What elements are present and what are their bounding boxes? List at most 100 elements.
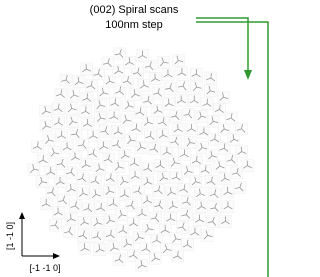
scan-pattern [40, 198, 52, 210]
pattern-streak [146, 244, 147, 249]
scan-pattern [70, 128, 82, 140]
scan-pattern [82, 203, 94, 215]
scan-pattern [123, 100, 135, 112]
scan-pattern [76, 172, 88, 184]
scan-pattern [69, 200, 81, 212]
scan-pattern [79, 242, 91, 254]
scan-pattern [99, 125, 111, 137]
scan-pattern [91, 231, 103, 243]
pattern-streak [71, 184, 72, 189]
scan-pattern [116, 209, 128, 221]
scan-pattern [157, 129, 169, 141]
scan-pattern [112, 65, 124, 77]
scan-patterns [28, 48, 254, 271]
scan-pattern [181, 196, 193, 208]
scan-pattern [52, 207, 64, 219]
scan-pattern [167, 200, 179, 212]
scan-pattern [94, 163, 106, 175]
scan-pattern [201, 98, 213, 110]
scan-pattern [53, 117, 65, 129]
scan-pattern [185, 123, 197, 135]
scan-pattern [65, 183, 77, 195]
annotation-title: (002) Spiral scans [90, 4, 179, 16]
scan-pattern [207, 115, 219, 127]
scan-pattern [165, 213, 177, 225]
scan-pattern [191, 81, 203, 93]
scan-pattern [129, 170, 141, 182]
scan-pattern [150, 212, 162, 224]
scan-pattern [55, 88, 67, 100]
annotation-subtitle: 100nm step [105, 19, 162, 31]
scan-pattern [234, 181, 246, 193]
scan-pattern [219, 172, 231, 184]
scan-pattern [149, 73, 161, 85]
scan-pattern [189, 227, 201, 239]
scan-pattern [163, 98, 175, 110]
axis-label: [1 -1 0] [5, 222, 15, 250]
scan-pattern [56, 158, 68, 170]
scan-pattern [219, 215, 231, 227]
scan-pattern [120, 114, 132, 126]
scan-pattern [109, 97, 121, 109]
scan-pattern [68, 89, 80, 101]
scan-pattern [78, 216, 90, 228]
scan-pattern [235, 123, 247, 135]
scan-pattern [92, 68, 104, 80]
pattern-streak [111, 173, 112, 178]
scan-pattern [183, 108, 195, 120]
scan-pattern [175, 94, 187, 106]
scan-pattern [161, 243, 173, 255]
scan-pattern [81, 92, 93, 104]
scan-pattern [178, 183, 190, 195]
scan-pattern [209, 188, 221, 200]
scan-pattern [119, 149, 131, 161]
scan-pattern [52, 103, 64, 115]
scan-pattern [207, 216, 219, 228]
scan-pattern [89, 175, 101, 187]
scan-pattern [98, 140, 110, 152]
scan-pattern [65, 213, 77, 225]
scan-pattern [195, 110, 207, 122]
scan-pattern [178, 148, 190, 160]
scan-pattern [105, 229, 117, 241]
scan-pattern [172, 250, 184, 262]
scan-pattern [149, 252, 161, 264]
scan-pattern [152, 87, 164, 99]
pattern-streak [241, 147, 242, 152]
scan-pattern [225, 112, 237, 124]
scan-pattern [103, 185, 115, 197]
scan-pattern [153, 199, 165, 211]
scan-pattern [195, 201, 207, 213]
axis-arrowhead [53, 253, 60, 259]
scan-pattern [128, 217, 140, 229]
scan-pattern [95, 202, 107, 214]
scan-pattern [61, 141, 73, 153]
scan-pattern [182, 239, 194, 251]
scan-pattern [157, 116, 169, 128]
scan-pattern [49, 219, 61, 231]
scan-pattern [170, 233, 182, 245]
scan-pattern [119, 189, 131, 201]
scan-pattern [134, 106, 146, 118]
scan-pattern [57, 195, 69, 207]
scan-pattern [141, 195, 153, 207]
scan-pattern [114, 48, 126, 60]
scan-pattern [165, 186, 177, 198]
scan-pattern [170, 171, 182, 183]
scan-pattern [222, 186, 234, 198]
scan-pattern [199, 164, 211, 176]
scan-pattern [236, 146, 248, 158]
pointer-line [196, 18, 248, 74]
scan-pattern [40, 120, 52, 132]
scan-pattern [153, 184, 165, 196]
scan-pattern [205, 176, 217, 188]
scan-pattern [169, 136, 181, 148]
scan-pattern [112, 126, 124, 138]
scan-pattern [104, 214, 116, 226]
scan-pattern [180, 209, 192, 221]
scan-pattern [172, 55, 184, 67]
scan-pattern [125, 134, 137, 146]
scan-pattern [94, 99, 106, 111]
scan-pattern [158, 56, 170, 68]
scan-pattern [222, 200, 234, 212]
